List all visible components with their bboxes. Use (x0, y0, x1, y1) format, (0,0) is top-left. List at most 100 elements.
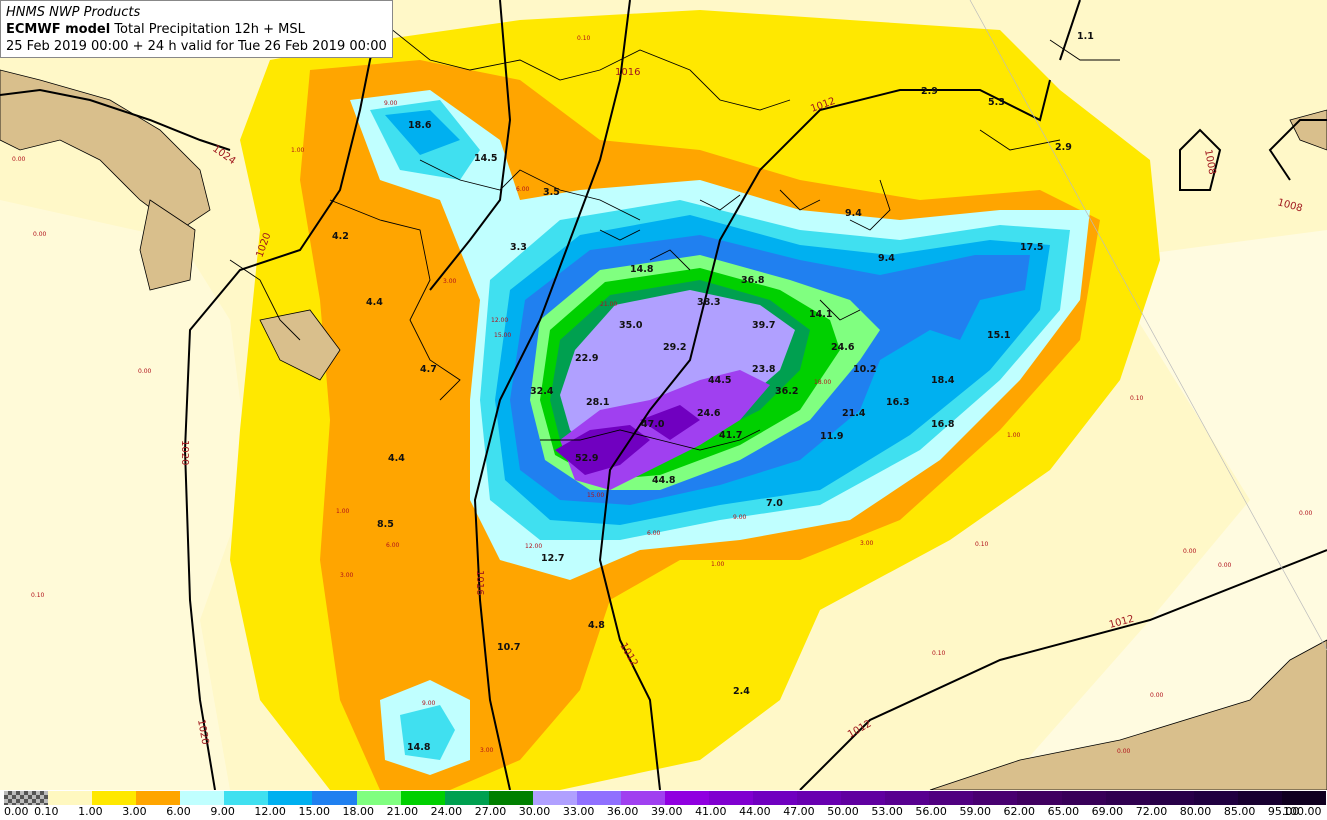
contour-label: 3.00 (480, 747, 494, 754)
isobar-1024 (0, 88, 231, 151)
contour-label: 9.00 (733, 514, 747, 521)
contour-label: 1.00 (711, 561, 725, 568)
precip-value: 10.7 (497, 642, 520, 653)
contour-label: 0.00 (1299, 510, 1313, 517)
land-peloponnese-west (259, 309, 341, 381)
contour-label: 3.00 (340, 572, 354, 579)
isobar-1012-east (799, 549, 1327, 790)
isobar-1012-west (598, 79, 1051, 790)
contour-label: 15.00 (494, 332, 511, 339)
precip-value: 5.3 (988, 97, 1005, 108)
legend-label: 6.00 (166, 805, 191, 818)
precip-value: 15.1 (987, 330, 1010, 341)
legend-label: 9.00 (210, 805, 235, 818)
contour-label: 0.10 (932, 650, 946, 657)
precip-value: 3.3 (510, 242, 527, 253)
legend-swatch (664, 791, 709, 805)
contour-label: 9.00 (422, 700, 436, 707)
legend-label: 18.00 (342, 805, 375, 818)
contour-label: 0.00 (1117, 748, 1131, 755)
precip-value: 14.8 (630, 264, 654, 275)
isobar-label: 1020 (179, 440, 190, 465)
legend-swatch (1281, 791, 1326, 805)
legend-swatch (4, 791, 49, 805)
legend-swatch (268, 791, 313, 805)
legend-swatch (576, 791, 621, 805)
precip-zone-0.1-east (1000, 230, 1327, 790)
legend-swatch (1105, 791, 1150, 805)
contour-label: 6.00 (647, 530, 661, 537)
legend-label: 59.00 (959, 805, 991, 818)
product-title: ECMWF model Total Precipitation 12h + MS… (6, 21, 387, 38)
legend-swatch (797, 791, 842, 805)
legend-label: 15.00 (298, 805, 330, 818)
legend-swatch (1061, 791, 1106, 805)
precip-value: 4.7 (420, 364, 437, 375)
contour-label: 1.00 (291, 147, 305, 154)
grid-line (969, 0, 1327, 651)
legend-label: 21.00 (386, 805, 419, 818)
precip-value: 28.1 (586, 397, 609, 408)
legend-label: 39.00 (651, 805, 683, 818)
legend-swatch (356, 791, 401, 805)
isobar-1020-west (183, 19, 381, 790)
contour-label: 0.00 (138, 368, 152, 375)
contour-label: 0.10 (1130, 395, 1144, 402)
precip-value: 2.9 (1055, 142, 1072, 153)
precip-blob-south-inner (400, 705, 455, 760)
contour-label: 9.00 (384, 100, 398, 107)
precip-value: 4.8 (588, 620, 605, 631)
contour-label: 0.10 (975, 541, 989, 548)
isobar-label: 1016 (474, 570, 485, 595)
precip-value: 11.9 (820, 431, 843, 442)
precip-value: 32.4 (530, 386, 554, 397)
contour-label: 3.00 (860, 540, 874, 547)
isobar-1008-east (1268, 119, 1327, 181)
legend-label: 62.00 (1003, 805, 1036, 818)
contour-label: 0.00 (33, 231, 47, 238)
isobar-north-east (1059, 0, 1081, 61)
isobar-1008 (1179, 128, 1222, 191)
isobar-label: 1020 (195, 719, 210, 746)
legend-swatch (180, 791, 225, 805)
legend-color-bar (4, 791, 1326, 805)
precip-value: 4.4 (388, 453, 405, 464)
model-name: ECMWF model (6, 22, 111, 37)
legend-swatch (1237, 791, 1282, 805)
precip-value: 14.1 (809, 309, 832, 320)
legend-swatch (136, 791, 181, 805)
precip-value: 10.2 (853, 364, 876, 375)
precip-value: 18.4 (931, 375, 955, 386)
legend-label: 65.00 (1047, 805, 1080, 818)
legend-swatch (92, 791, 137, 805)
isobar-1020-north (429, 0, 512, 291)
legend-swatch (444, 791, 489, 805)
precip-values: 18.6 14.5 3.5 3.3 4.2 4.4 4.7 4.4 8.5 12… (332, 31, 1094, 753)
precip-value: 17.5 (1020, 242, 1043, 253)
contour-label: 15.00 (587, 492, 604, 499)
legend-label: 72.00 (1135, 805, 1168, 818)
contour-label: 0.10 (577, 35, 591, 42)
precip-value: 47.0 (641, 419, 665, 430)
legend-label: 1.00 (78, 805, 103, 818)
precip-value: 16.8 (931, 419, 955, 430)
precip-value: 39.7 (752, 320, 775, 331)
contour-label: 12.00 (525, 543, 542, 550)
contour-label: 6.00 (386, 542, 400, 549)
contour-label: 12.00 (491, 317, 508, 324)
legend-label: 100.00 (1283, 805, 1322, 818)
land-egypt (929, 639, 1327, 790)
contour-label: 3.00 (443, 278, 457, 285)
legend-swatch (400, 791, 445, 805)
precip-value: 23.8 (752, 364, 776, 375)
precip-value: 41.7 (719, 430, 742, 441)
precip-value: 24.6 (831, 342, 855, 353)
precip-value: 44.5 (708, 375, 731, 386)
precip-value: 35.0 (619, 320, 643, 331)
map-title-box: HNMS NWP Products ECMWF model Total Prec… (0, 0, 393, 58)
isobar-label: 1008 (1202, 149, 1217, 176)
legend-label: 0.00 (4, 805, 29, 818)
precip-value: 4.2 (332, 231, 349, 242)
contour-label: 1.00 (336, 508, 350, 515)
contour-label: 0.00 (1183, 548, 1197, 555)
